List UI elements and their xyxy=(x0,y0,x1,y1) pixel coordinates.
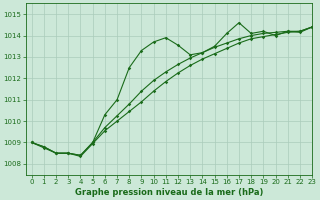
X-axis label: Graphe pression niveau de la mer (hPa): Graphe pression niveau de la mer (hPa) xyxy=(75,188,263,197)
